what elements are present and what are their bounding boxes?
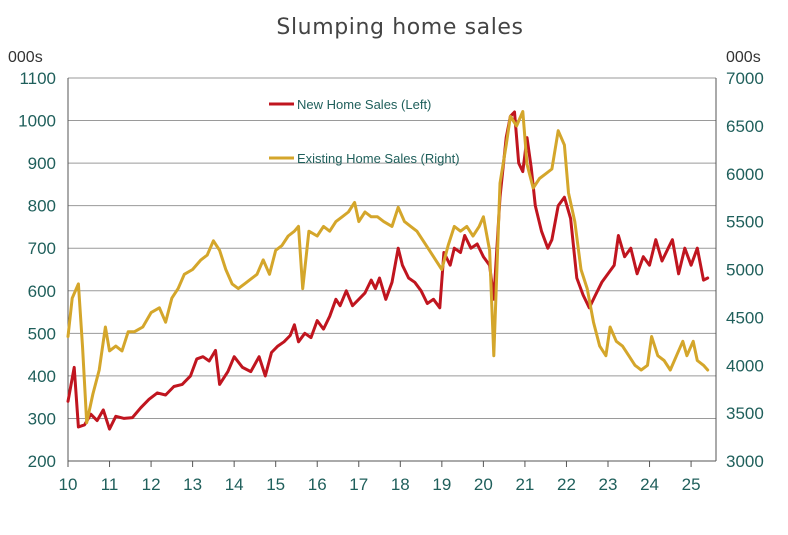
right-tick-label: 4500	[726, 308, 764, 327]
x-tick-label: 15	[266, 475, 285, 494]
right-tick-label: 6500	[726, 117, 764, 136]
x-tick-label: 18	[391, 475, 410, 494]
left-tick-label: 500	[28, 324, 56, 343]
x-tick-label: 21	[515, 475, 534, 494]
x-tick-label: 25	[682, 475, 701, 494]
left-tick-label: 300	[28, 409, 56, 428]
legend: New Home Sales (Left) Existing Home Sales…	[269, 97, 460, 166]
gridlines	[68, 77, 716, 419]
left-tick-label: 1100	[19, 69, 56, 88]
left-tick-label: 400	[28, 367, 56, 386]
right-tick-label: 3500	[726, 404, 764, 423]
right-tick-label: 4000	[726, 356, 764, 375]
x-tick-label: 16	[308, 475, 327, 494]
legend-label: New Home Sales (Left)	[297, 97, 431, 112]
right-tick-label: 5500	[726, 213, 764, 232]
x-tick-label: 13	[183, 475, 202, 494]
existing-home-sales-line	[66, 110, 710, 425]
x-tick-label: 12	[142, 475, 161, 494]
x-tick-label: 24	[640, 475, 659, 494]
x-tick-label: 10	[59, 475, 78, 494]
new-home-sales-line	[66, 110, 710, 431]
left-axis-unit: 000s	[8, 49, 43, 66]
left-tick-label: 1000	[18, 112, 56, 131]
x-tick-label: 14	[225, 475, 244, 494]
left-tick-label: 600	[28, 282, 56, 301]
tick-labels: 200 300 400 500 600 700 800 900 1000 1100 3000 3500…	[18, 69, 764, 494]
x-tick-label: 23	[599, 475, 618, 494]
left-tick-label: 800	[28, 197, 56, 216]
x-tick-label: 20	[474, 475, 493, 494]
right-tick-label: 5000	[726, 261, 764, 280]
chart-title: Slumping home sales	[276, 15, 523, 40]
left-tick-label: 900	[28, 154, 56, 173]
x-tick-label: 22	[557, 475, 576, 494]
x-tick-label: 19	[432, 475, 451, 494]
left-tick-label: 700	[28, 239, 56, 258]
right-tick-label: 3000	[726, 452, 764, 471]
series-lines	[66, 110, 710, 431]
right-tick-label: 6000	[726, 165, 764, 184]
left-tick-label: 200	[28, 452, 56, 471]
right-axis-unit: 000s	[726, 49, 761, 66]
x-tick-label: 17	[349, 475, 368, 494]
axes	[67, 78, 717, 467]
x-tick-label: 11	[101, 475, 119, 494]
legend-label: Existing Home Sales (Right)	[297, 151, 460, 166]
right-tick-label: 7000	[726, 69, 764, 88]
